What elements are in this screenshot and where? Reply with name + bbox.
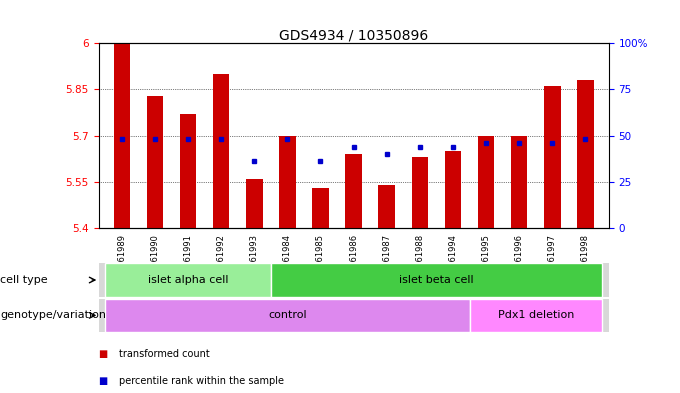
Bar	[379, 185, 395, 228]
Text: ■: ■	[99, 376, 108, 386]
Bar	[411, 157, 428, 228]
Bar	[246, 179, 262, 228]
Bar	[577, 80, 594, 228]
Bar	[279, 136, 296, 228]
Bar	[312, 188, 328, 228]
Bar	[544, 86, 560, 228]
Bar	[345, 154, 362, 228]
Bar	[114, 43, 130, 228]
Bar	[105, 263, 271, 297]
Bar	[180, 114, 197, 228]
Text: ■: ■	[99, 349, 108, 359]
Text: cell type: cell type	[0, 275, 48, 285]
Text: Pdx1 deletion: Pdx1 deletion	[498, 310, 574, 320]
Bar	[271, 263, 602, 297]
Text: islet alpha cell: islet alpha cell	[148, 275, 228, 285]
Bar	[478, 136, 494, 228]
Bar	[105, 299, 469, 332]
Bar	[213, 74, 229, 228]
Text: transformed count: transformed count	[119, 349, 209, 359]
Bar	[147, 95, 163, 228]
Text: percentile rank within the sample: percentile rank within the sample	[119, 376, 284, 386]
Text: genotype/variation: genotype/variation	[0, 310, 106, 320]
Title: GDS4934 / 10350896: GDS4934 / 10350896	[279, 28, 428, 42]
Bar	[469, 299, 602, 332]
Text: control: control	[268, 310, 307, 320]
Bar	[445, 151, 461, 228]
Bar	[511, 136, 528, 228]
Text: islet beta cell: islet beta cell	[399, 275, 474, 285]
